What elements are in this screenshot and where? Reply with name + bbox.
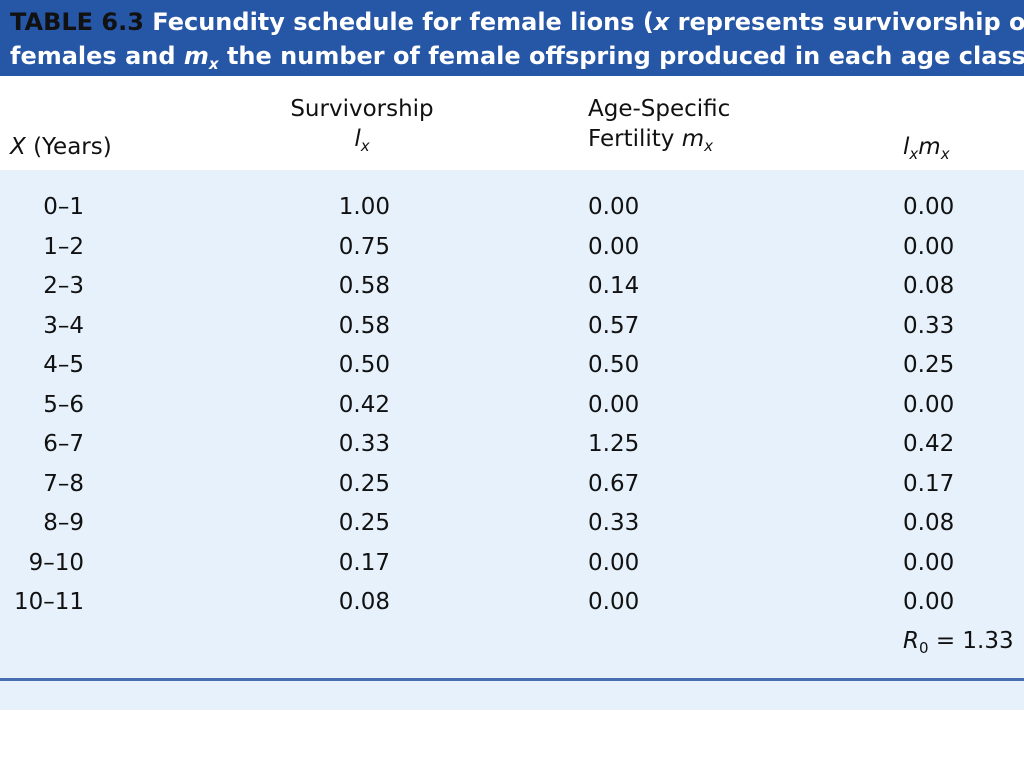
- caption-text: the number of female offspring produced …: [218, 42, 1024, 70]
- caption: TABLE 6.3 Fecundity schedule for female …: [0, 0, 1024, 76]
- table-cell: 0.00: [903, 589, 955, 615]
- header-text: (Years): [25, 134, 112, 160]
- table-cell: 2–3: [43, 273, 84, 299]
- caption-text: females and: [10, 42, 184, 70]
- table-cell: 0.08: [338, 589, 390, 615]
- table-cell: 8–9: [43, 510, 84, 536]
- header-text: x: [360, 137, 370, 155]
- header-cell: Survivorship lx: [282, 94, 442, 161]
- footer-text: = 1.33: [928, 628, 1014, 654]
- header-text: Survivorship: [290, 96, 434, 122]
- table-cell: 0.33: [903, 312, 955, 339]
- table-cell: 0.58: [338, 273, 390, 299]
- table-cell: 10–11: [13, 589, 84, 615]
- footer-text: R: [903, 628, 919, 654]
- table-cell: 0.00: [903, 549, 955, 576]
- table-cell: 0.67: [588, 470, 640, 497]
- table-cell: 0.00: [588, 589, 640, 615]
- table-cell: 9–10: [28, 549, 84, 576]
- table-cell: 0.42: [903, 431, 955, 457]
- header-cell: lxmx: [903, 132, 950, 169]
- header-text: l: [354, 126, 361, 152]
- header-text: x: [704, 137, 713, 155]
- header-text: x: [909, 145, 918, 163]
- header-text: m: [681, 126, 705, 152]
- table-cell: 0.42: [338, 391, 390, 418]
- table-cell: 0.00: [588, 194, 640, 220]
- table-cell: 0.33: [338, 431, 390, 457]
- table-body: R0 = 1.33 0–1 1.00 0.00 0.00 1–2 0.75 0.00 0.00…: [0, 170, 1024, 710]
- caption-text: x: [208, 55, 219, 73]
- header-text: Age-Specific: [588, 96, 731, 122]
- table-cell: 0.00: [588, 391, 640, 418]
- header-text: x: [909, 145, 919, 163]
- table-cell: 0.17: [338, 549, 390, 576]
- header-text: x: [941, 145, 950, 163]
- table-cell: 7–8: [43, 470, 84, 497]
- caption-text: x: [653, 8, 670, 36]
- table-cell: 0.50: [338, 352, 390, 378]
- table-cell: 0.75: [338, 233, 390, 260]
- header-row: X (Years) Survivorship lx Age-Specific Fer…: [0, 76, 1024, 170]
- table-cell: 0.00: [588, 233, 640, 260]
- table-cell: 0.00: [903, 391, 955, 418]
- table-cell: 0.00: [903, 233, 955, 260]
- caption-text: Fecundity schedule for female lions (: [152, 8, 654, 36]
- table-cell: 0.08: [903, 510, 955, 536]
- header-cell: X (Years): [10, 132, 112, 162]
- caption-text: represents survivorship of: [669, 8, 1024, 36]
- header-text: x: [704, 137, 714, 155]
- table-cell: 0.08: [903, 273, 955, 299]
- header-cell: Age-Specific Fertility mx: [588, 94, 730, 161]
- table-label: TABLE 6.3: [10, 8, 144, 36]
- table-cell: 0.58: [338, 312, 390, 339]
- table-cell: 5–6: [43, 391, 84, 418]
- table-cell: 0.14: [588, 273, 640, 299]
- caption-text: x: [209, 55, 219, 73]
- header-text: X: [10, 134, 26, 160]
- table-cell: 0.00: [588, 549, 640, 576]
- table-cell: 0.25: [903, 352, 955, 378]
- caption-text: m: [183, 42, 209, 70]
- header-text: x: [361, 137, 370, 155]
- header-text: Fertility: [588, 126, 682, 152]
- header-text: m: [918, 134, 941, 160]
- bottom-rule: [0, 678, 1024, 681]
- header-text: l: [903, 134, 910, 160]
- table-cell: 0–1: [43, 194, 84, 220]
- table-cell: 4–5: [43, 352, 84, 378]
- footer-cell: R0 = 1.33: [903, 626, 1014, 663]
- header-text: x: [940, 145, 950, 163]
- table-cell: 1.25: [588, 431, 640, 457]
- table-cell: 1–2: [43, 233, 84, 260]
- table-cell: 0.17: [903, 470, 955, 497]
- table-cell: 1.00: [338, 194, 390, 220]
- footer-text: 0: [918, 639, 929, 657]
- table-cell: 0.25: [338, 510, 390, 536]
- table-cell: 0.00: [903, 194, 955, 220]
- table-cell: 0.33: [588, 510, 640, 536]
- table-cell: 3–4: [43, 312, 84, 339]
- table-cell: 0.25: [338, 470, 390, 497]
- table-cell: 0.50: [588, 352, 640, 378]
- table-cell: 0.57: [588, 312, 640, 339]
- table-cell: 6–7: [43, 431, 84, 457]
